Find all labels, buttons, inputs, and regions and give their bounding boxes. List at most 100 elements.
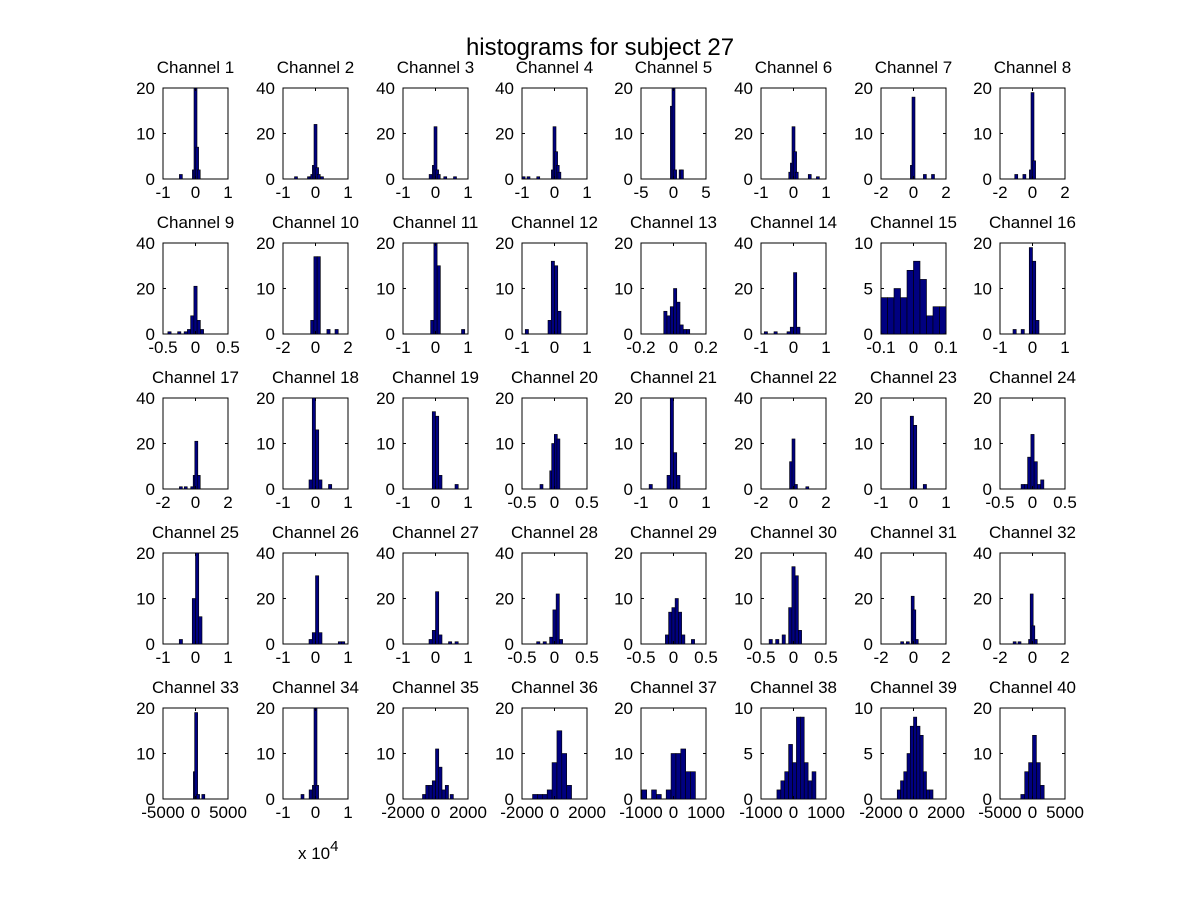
channel-20-title: Channel 20: [511, 368, 598, 387]
channel-1-xtick-label: -1: [155, 183, 170, 202]
channel-3-bar: [436, 174, 441, 180]
channel-23-xtick-label: 1: [941, 493, 950, 512]
channel-31-ytick-label: 0: [864, 635, 873, 654]
channel-8-bar: [1022, 174, 1027, 180]
channel-27-xtick-label: -1: [395, 648, 410, 667]
channel-3-bar: [453, 176, 457, 180]
channel-9-title: Channel 9: [157, 213, 235, 232]
channel-32-ytick-label: 0: [983, 635, 992, 654]
channel-27-bar: [454, 641, 459, 645]
channel-12-bar: [557, 310, 562, 335]
channel-22-bar: [805, 486, 810, 490]
channel-40-title: Channel 40: [989, 678, 1076, 697]
channel-23-ytick-label: 20: [854, 389, 873, 408]
channel-3-xtick-label: 1: [463, 183, 472, 202]
channel-26-ytick-label: 40: [256, 544, 275, 563]
channel-19-xtick-label: 1: [463, 493, 472, 512]
channel-9-bar: [167, 331, 172, 335]
channel-5-bar: [673, 169, 677, 180]
channel-32-bar: [1012, 641, 1017, 645]
channel-12-ytick-label: 0: [505, 325, 514, 344]
channel-29-ytick-label: 0: [624, 635, 633, 654]
channel-25-bar: [195, 552, 200, 645]
channel-24-title: Channel 24: [989, 368, 1076, 387]
channel-24-bar: [1037, 484, 1041, 490]
channel-37-title: Channel 37: [630, 678, 717, 697]
channel-37-bar: [651, 789, 657, 800]
channel-4-ytick-label: 20: [495, 125, 514, 144]
channel-37-bar: [665, 789, 672, 800]
channel-22-bar: [794, 484, 798, 490]
channel-10-bar: [326, 329, 331, 335]
channel-38-bar: [784, 771, 789, 800]
channel-39-bar: [929, 789, 934, 800]
channel-30-bar: [781, 634, 786, 645]
channel-21-bar: [669, 397, 674, 490]
channel-37-ytick-label: 20: [614, 699, 633, 718]
channel-25-bar: [198, 616, 203, 645]
channel-30-bar: [788, 607, 793, 645]
channel-17-xtick-label: -2: [155, 493, 170, 512]
channel-40-xtick-label: 5000: [1046, 803, 1084, 822]
channel-11-title: Channel 11: [393, 213, 479, 232]
channel-3-ytick-label: 0: [386, 170, 395, 189]
channel-2-bar: [320, 176, 324, 180]
channel-24-ytick-label: 20: [973, 389, 992, 408]
channel-31-title: Channel 31: [870, 523, 957, 542]
channel-18-xtick-label: 0: [311, 493, 320, 512]
channel-22-ytick-label: 0: [744, 480, 753, 499]
channel-27-bar: [428, 639, 433, 645]
channel-2-ytick-label: 0: [266, 170, 275, 189]
channel-36-ytick-label: 10: [495, 745, 514, 764]
channel-13-xtick-label: 0: [669, 338, 678, 357]
channel-38-bar: [800, 716, 805, 800]
channel-40-bar: [1024, 771, 1029, 800]
channel-26-ytick-label: 20: [256, 590, 275, 609]
channel-14-bar: [786, 331, 791, 335]
channel-16-ytick-label: 0: [983, 325, 992, 344]
channel-27-bar: [448, 641, 453, 645]
channel-10-xtick-label: -2: [275, 338, 290, 357]
channel-38-bar: [780, 780, 786, 800]
channel-18-ytick-label: 20: [256, 389, 275, 408]
channel-17-title: Channel 17: [152, 368, 239, 387]
channel-8-title: Channel 8: [994, 58, 1072, 77]
channel-19-xtick-label: -1: [395, 493, 410, 512]
channel-14-ytick-label: 40: [734, 234, 753, 253]
channel-28-ytick-label: 0: [505, 635, 514, 654]
channel-11-bar: [461, 329, 466, 335]
channel-35-bar: [435, 748, 440, 800]
channel-39-xtick-label: 0: [909, 803, 918, 822]
channel-29-ytick-label: 20: [614, 544, 633, 563]
channel-13-bar: [679, 324, 684, 335]
channel-36-bar: [556, 730, 563, 800]
channel-15-ytick-label: 10: [854, 234, 873, 253]
channel-28-bar: [549, 636, 554, 645]
channel-39-ytick-label: 5: [864, 745, 873, 764]
channel-37-xtick-label: 1000: [687, 803, 725, 822]
channel-18-bar: [315, 429, 320, 490]
channel-34-bar: [315, 785, 319, 800]
channel-40-xtick-label: 0: [1028, 803, 1037, 822]
channel-25-xtick-label: 0: [191, 648, 200, 667]
channel-9-xtick-label: -0.5: [148, 338, 177, 357]
channel-4-xtick-label: 1: [582, 183, 591, 202]
channel-1-bar: [196, 169, 201, 180]
channel-15-bar: [939, 306, 947, 335]
channel-16-bar: [1035, 320, 1040, 335]
channel-19-bar: [431, 411, 436, 490]
channel-17-bar: [179, 486, 183, 490]
